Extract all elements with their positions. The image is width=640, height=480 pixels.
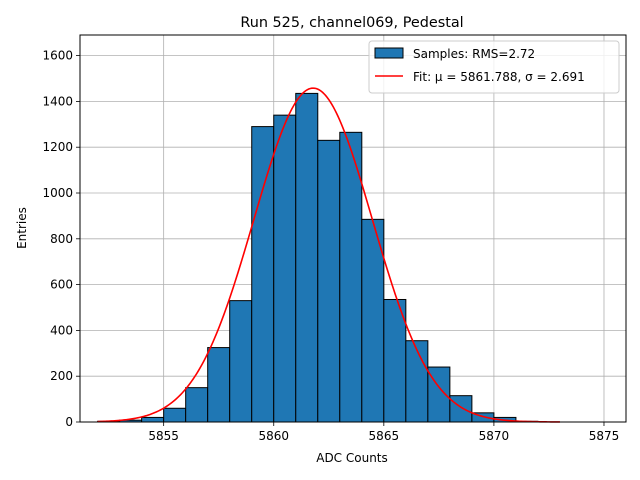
legend-label-fit: Fit: μ = 5861.788, σ = 2.691 [413,70,585,84]
x-axis-label: ADC Counts [316,451,388,465]
y-tick-label: 600 [50,278,73,292]
y-tick-label: 0 [65,415,73,429]
legend: Samples: RMS=2.72 Fit: μ = 5861.788, σ =… [368,40,620,94]
x-tick-label: 5865 [369,429,400,443]
y-tick-label: 1200 [42,140,73,154]
histogram-bar [163,407,187,423]
y-axis-ticks: 0 200 400 600 800 1000 1200 1400 1600 [42,49,80,429]
histogram-bar [141,416,165,423]
fit-curve [97,87,560,423]
histogram-bar [207,347,231,423]
x-tick-label: 5860 [258,429,289,443]
x-axis-ticks: 5855 5860 5865 5870 5875 [148,422,619,443]
y-tick-label: 800 [50,232,73,246]
histogram-bar [317,139,341,423]
histogram-bar [449,395,473,423]
y-tick-label: 1000 [42,186,73,200]
x-tick-label: 5870 [479,429,510,443]
y-tick-label: 200 [50,369,73,383]
histogram-bars [97,92,539,423]
y-tick-label: 400 [50,323,73,337]
legend-box [368,40,620,94]
x-tick-label: 5875 [589,429,620,443]
histogram-bar [251,126,275,423]
y-axis-label: Entries [15,207,29,249]
y-tick-label: 1400 [42,94,73,108]
histogram-bar [295,92,319,423]
legend-label-samples: Samples: RMS=2.72 [413,47,535,61]
x-tick-label: 5855 [148,429,179,443]
plot-frame [79,34,627,423]
histogram-bar [273,114,297,423]
chart-title: Run 525, channel069, Pedestal [240,15,463,31]
legend-swatch-samples [374,47,404,59]
histogram-bar [229,300,253,423]
y-tick-label: 1600 [42,49,73,63]
histogram-bar [405,340,429,423]
histogram-bar [383,298,407,423]
histogram-bar [185,387,209,423]
